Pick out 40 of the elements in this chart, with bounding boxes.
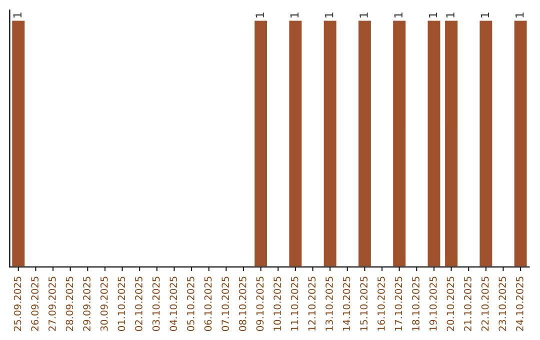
data-label: 1 xyxy=(325,12,334,18)
x-tick-label: 25.09.2025 xyxy=(14,276,22,331)
x-tick-label: 17.10.2025 xyxy=(394,276,402,331)
data-label: 1 xyxy=(360,12,368,18)
data-label: 1 xyxy=(480,12,489,18)
x-tick-label: 05.10.2025 xyxy=(187,276,194,331)
x-tick-label: 06.10.2025 xyxy=(204,276,212,331)
x-tick-label: 04.10.2025 xyxy=(170,276,178,331)
data-label: 1 xyxy=(290,12,298,18)
data-label: 1 xyxy=(256,12,264,18)
data-label: 1 xyxy=(516,12,524,18)
x-tick-label: 28.09.2025 xyxy=(66,276,74,331)
x-tick-label: 10.10.2025 xyxy=(274,276,281,331)
x-tick-label: 02.10.2025 xyxy=(135,276,142,331)
x-tick-label: 26.09.2025 xyxy=(31,276,39,331)
x-tick-label: 14.10.2025 xyxy=(342,276,350,331)
x-tick-label: 23.10.2025 xyxy=(498,276,506,331)
x-tick-label: 20.10.2025 xyxy=(446,276,454,331)
x-tick-label: 15.10.2025 xyxy=(360,276,368,331)
x-tick-label: 22.10.2025 xyxy=(481,276,489,331)
x-tick-label: 16.10.2025 xyxy=(377,276,385,331)
data-label: 1 xyxy=(394,12,402,18)
x-tick-label: 27.09.2025 xyxy=(48,276,56,331)
data-label: 1 xyxy=(446,12,454,18)
x-tick-label: 13.10.2025 xyxy=(326,276,333,331)
x-tick-label: 09.10.2025 xyxy=(256,276,264,331)
x-tick-label: 12.10.2025 xyxy=(308,276,316,331)
x-tick-label: 24.10.2025 xyxy=(516,276,524,331)
x-tick-label: 21.10.2025 xyxy=(464,276,472,331)
data-label: 1 xyxy=(13,12,22,18)
x-tick-label: 30.09.2025 xyxy=(100,276,108,331)
x-tick-label: 18.10.2025 xyxy=(412,276,420,331)
x-tick-label: 29.09.2025 xyxy=(83,276,90,331)
x-tick-label: 01.10.2025 xyxy=(118,276,126,331)
x-tick-label: 11.10.2025 xyxy=(290,276,298,331)
data-label: 1 xyxy=(428,12,438,18)
x-tick-label: 03.10.2025 xyxy=(152,276,160,331)
x-tick-label: 08.10.2025 xyxy=(238,276,246,331)
x-tick-label: 19.10.2025 xyxy=(429,276,437,331)
x-tick-label: 07.10.2025 xyxy=(222,276,229,331)
